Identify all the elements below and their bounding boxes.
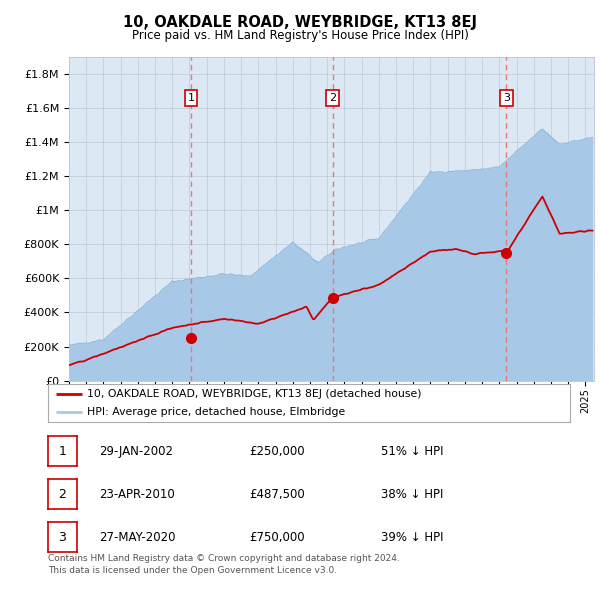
Text: 1: 1 [58,444,67,458]
Text: HPI: Average price, detached house, Elmbridge: HPI: Average price, detached house, Elmb… [87,407,346,417]
Text: 51% ↓ HPI: 51% ↓ HPI [381,444,443,458]
Text: 38% ↓ HPI: 38% ↓ HPI [381,487,443,501]
Text: £487,500: £487,500 [249,487,305,501]
Text: 23-APR-2010: 23-APR-2010 [99,487,175,501]
Text: Contains HM Land Registry data © Crown copyright and database right 2024.
This d: Contains HM Land Registry data © Crown c… [48,554,400,575]
Text: 10, OAKDALE ROAD, WEYBRIDGE, KT13 8EJ (detached house): 10, OAKDALE ROAD, WEYBRIDGE, KT13 8EJ (d… [87,389,422,399]
Text: 10, OAKDALE ROAD, WEYBRIDGE, KT13 8EJ: 10, OAKDALE ROAD, WEYBRIDGE, KT13 8EJ [123,15,477,30]
Text: 29-JAN-2002: 29-JAN-2002 [99,444,173,458]
Text: £250,000: £250,000 [249,444,305,458]
Text: 39% ↓ HPI: 39% ↓ HPI [381,530,443,544]
Text: 1: 1 [187,93,194,103]
Text: 3: 3 [503,93,510,103]
Text: 27-MAY-2020: 27-MAY-2020 [99,530,176,544]
Text: 2: 2 [329,93,336,103]
Text: 2: 2 [58,487,67,501]
Text: 3: 3 [58,530,67,544]
Text: Price paid vs. HM Land Registry's House Price Index (HPI): Price paid vs. HM Land Registry's House … [131,30,469,42]
Text: £750,000: £750,000 [249,530,305,544]
